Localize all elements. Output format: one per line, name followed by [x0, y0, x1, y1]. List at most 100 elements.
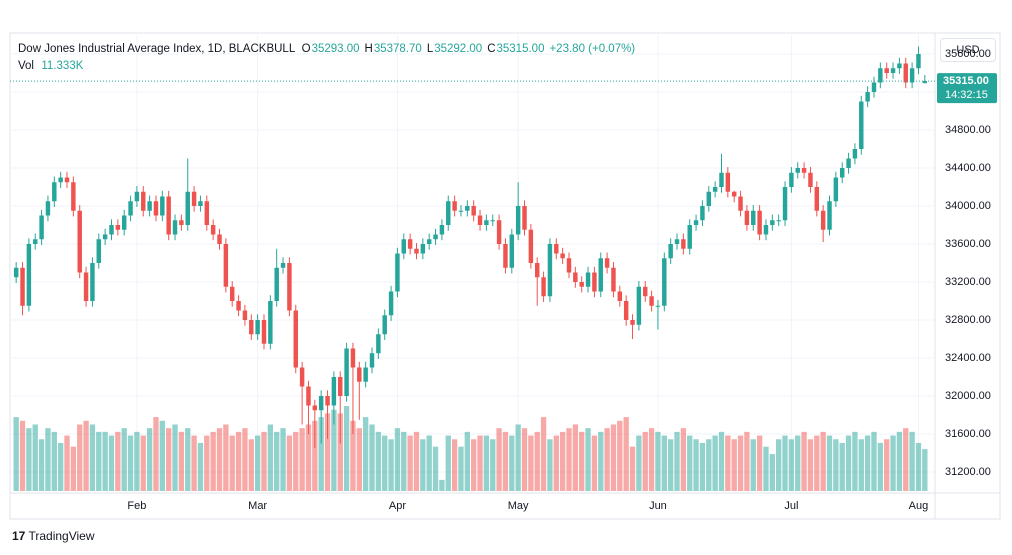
- volume-bar: [776, 439, 782, 491]
- volume-bar: [547, 439, 553, 491]
- volume-bar: [102, 431, 108, 491]
- candle-body: [102, 234, 108, 240]
- ohlc-fields: O35293.00 H35378.70 L35292.00 C35315.00: [302, 43, 550, 55]
- x-tick-label: May: [508, 500, 529, 512]
- volume-bar: [769, 454, 775, 491]
- candle-body: [878, 68, 883, 83]
- candle-body: [611, 267, 616, 292]
- volume-bar: [178, 431, 185, 491]
- volume-bar: [312, 420, 318, 491]
- candle-body: [846, 158, 851, 168]
- candle-body: [922, 81, 928, 84]
- volume-bar: [458, 446, 464, 491]
- candle-body: [115, 225, 121, 230]
- candle-body: [751, 210, 756, 225]
- volume-bar: [140, 435, 146, 491]
- candle-body: [45, 201, 51, 216]
- volume-bar: [553, 435, 559, 491]
- candle-body: [560, 253, 565, 259]
- volume-bar: [687, 435, 693, 491]
- y-tick-label: 31200.00: [945, 466, 991, 478]
- volume-bar: [210, 431, 216, 491]
- candle-body: [274, 267, 279, 301]
- candle-body: [839, 168, 845, 178]
- candle-body: [261, 320, 267, 344]
- candle-body: [325, 396, 330, 406]
- volume-bar: [795, 435, 801, 491]
- candle-body: [166, 196, 171, 235]
- volume-bar: [51, 431, 57, 491]
- candle-body: [96, 239, 102, 263]
- y-tick-label: 31600.00: [945, 428, 991, 440]
- currency-button[interactable]: USD: [940, 38, 996, 62]
- candle-body: [757, 210, 762, 235]
- volume-bar: [496, 428, 502, 491]
- candle-body: [420, 244, 426, 254]
- candle-body: [801, 168, 807, 173]
- field-value: 35293.00: [311, 43, 360, 55]
- candle-body: [547, 244, 553, 297]
- candle-body: [725, 172, 731, 192]
- volume-bar: [38, 439, 45, 491]
- candle-body: [477, 215, 483, 225]
- volume-bar: [699, 442, 706, 491]
- x-tick-label: Feb: [127, 500, 146, 512]
- volume-bar: [845, 435, 852, 491]
- volume-bar: [451, 439, 458, 491]
- candle-body: [331, 377, 337, 406]
- candle-body: [26, 244, 32, 306]
- volume-bar: [57, 442, 64, 491]
- candle-body: [820, 210, 826, 230]
- candle-body: [897, 63, 902, 69]
- volume-bar: [648, 428, 655, 491]
- chart-title: Dow Jones Industrial Average Index, 1D, …: [18, 43, 296, 55]
- chart-frame: [9, 32, 1001, 520]
- candle-body: [763, 225, 769, 235]
- volume-bar: [70, 446, 77, 491]
- candle-body: [223, 244, 229, 287]
- candle-body: [643, 286, 648, 297]
- volume-bar: [750, 439, 756, 491]
- volume-bar: [172, 424, 178, 491]
- candle-body: [490, 220, 495, 222]
- candle-body: [655, 305, 661, 307]
- volume-bar: [32, 424, 38, 491]
- candle-body: [623, 301, 629, 320]
- candle-body: [814, 187, 820, 211]
- volume-bar: [134, 431, 140, 491]
- candle-body: [776, 220, 781, 222]
- volume-bar: [343, 406, 350, 491]
- volume-bar: [763, 446, 769, 491]
- volume-bar: [534, 431, 540, 491]
- volume-bar: [629, 446, 636, 491]
- volume-bar: [382, 435, 388, 491]
- volume-bar: [127, 435, 134, 491]
- volume-key: Vol: [18, 60, 34, 72]
- volume-bar: [77, 424, 83, 491]
- candle-body: [287, 263, 292, 311]
- candle-body: [109, 225, 114, 235]
- volume-bar: [528, 435, 534, 491]
- candle-body: [782, 187, 788, 221]
- candle-body: [433, 234, 438, 240]
- candle-body: [579, 282, 584, 287]
- volume-bar: [591, 435, 598, 491]
- axes-layer: 31200.00 31600.00 32000.00 32400.00 32800.00…: [10, 48, 997, 512]
- volume-bar: [871, 431, 877, 491]
- candle-body: [58, 177, 63, 183]
- candle-body: [693, 220, 699, 225]
- volume-bar: [744, 431, 750, 491]
- candle-body: [401, 239, 407, 254]
- candle-body: [344, 348, 349, 396]
- volume-bar: [274, 431, 280, 491]
- candle-body: [617, 291, 623, 301]
- volume-bar: [64, 435, 70, 491]
- candle-body: [414, 248, 419, 254]
- volume-bar: [820, 431, 826, 491]
- candle-body: [446, 201, 451, 225]
- candle-body: [185, 191, 190, 225]
- volume-bar: [579, 431, 585, 491]
- candle-body: [52, 182, 57, 202]
- volume-bar: [826, 435, 833, 491]
